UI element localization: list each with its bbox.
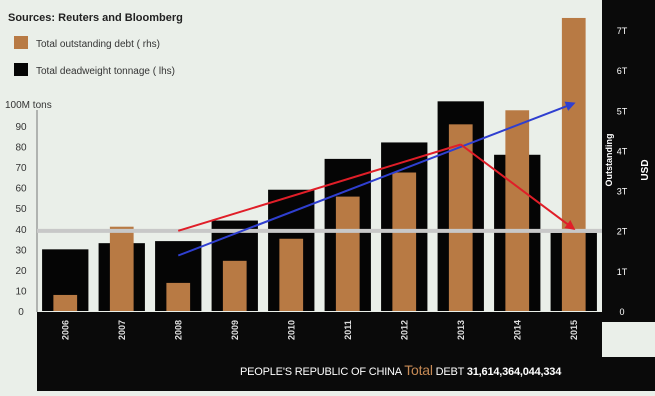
x-tick-label: 2009 (230, 320, 240, 340)
legend-swatch-debt (14, 36, 28, 49)
left-tick-label: 40 (15, 225, 27, 236)
left-tick-label: 10 (15, 286, 27, 297)
right-tick-label: 2T (617, 227, 628, 237)
debt-bar (448, 124, 473, 311)
x-tick-label: 2010 (286, 320, 296, 340)
right-tick-label: 0 (619, 307, 624, 317)
debt-bar (222, 260, 247, 311)
debt-ticker: PEOPLE'S REPUBLIC OF CHINA Total DEBT 31… (240, 362, 561, 378)
debt-bar (53, 294, 78, 311)
ticker-debt-word: DEBT (435, 366, 465, 378)
x-tick-label: 2014 (512, 320, 522, 340)
ticker-amount: 31,614,364,044,334 (466, 366, 562, 378)
left-tick-label: 70 (15, 163, 27, 174)
right-tick-label: 3T (617, 187, 628, 197)
debt-bar (166, 282, 191, 311)
debt-bar (109, 226, 134, 311)
right-tick-label: 6T (617, 66, 628, 76)
ticker-country: PEOPLE'S REPUBLIC OF CHINA (240, 366, 402, 378)
right-tick-label: 4T (617, 146, 628, 156)
left-axis-title: 100M tons (5, 100, 52, 111)
debt-bar (335, 196, 360, 311)
x-tick-label: 2011 (343, 320, 353, 340)
x-tick-label: 2007 (117, 320, 127, 340)
x-tick-label: 2015 (569, 320, 579, 340)
debt-bar (561, 17, 586, 311)
right-axis-subtitle: Outstanding (604, 134, 614, 187)
x-tick-label: 2006 (60, 320, 70, 340)
debt-bar (279, 238, 304, 311)
x-axis-band (37, 312, 602, 357)
footer-patch (80, 350, 112, 366)
left-tick-label: 50 (15, 204, 27, 215)
legend-label-tonnage: Total deadweight tonnage ( lhs) (36, 66, 175, 77)
left-tick-label: 60 (15, 184, 27, 195)
left-tick-label: 30 (15, 245, 27, 256)
debt-bar (505, 110, 530, 312)
trend-line-red-up (177, 143, 462, 232)
ticker-total-word: Total (404, 362, 433, 378)
left-tick-label: 0 (18, 307, 24, 318)
x-tick-label: 2012 (399, 320, 409, 340)
trend-arrow-blue (177, 101, 576, 257)
right-axis-title: USD (640, 159, 651, 180)
right-tick-label: 7T (617, 26, 628, 36)
right-tick-label: 1T (617, 267, 628, 277)
trend-arrow-red-down (460, 143, 576, 230)
right-tick-label: 5T (617, 106, 628, 116)
debt-bar (392, 172, 417, 311)
legend-label-debt: Total outstanding debt ( rhs) (36, 39, 160, 50)
left-tick-label: 20 (15, 266, 27, 277)
left-tick-label: 90 (15, 122, 27, 133)
left-tick-label: 80 (15, 143, 27, 154)
x-tick-label: 2013 (456, 320, 466, 340)
footer-left-gap (0, 357, 37, 391)
x-tick-label: 2008 (173, 320, 183, 340)
right-axis-panel (602, 0, 655, 322)
legend-swatch-tonnage (14, 63, 28, 76)
source-note: Sources: Reuters and Bloomberg (8, 12, 183, 24)
